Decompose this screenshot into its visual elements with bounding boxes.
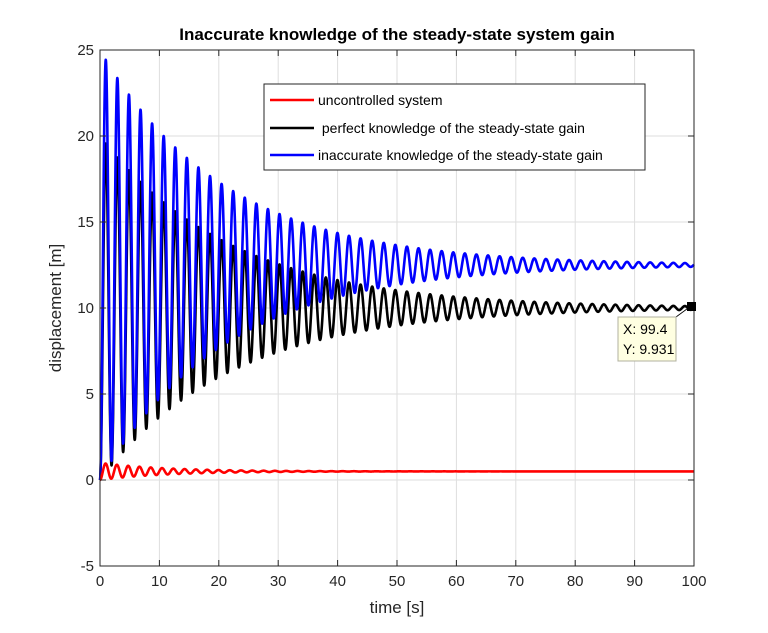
datatip-box <box>617 316 677 362</box>
legend[interactable]: uncontrolled system perfect knowledge of… <box>263 83 646 171</box>
x-tick-label: 60 <box>448 573 465 590</box>
y-tick-label: -5 <box>81 558 94 575</box>
datatip[interactable]: X: 99.4 Y: 9.931 <box>617 302 696 362</box>
chart-title: Inaccurate knowledge of the steady-state… <box>179 25 615 44</box>
y-tick-label: 20 <box>77 128 94 145</box>
legend-label-perfect: perfect knowledge of the steady-state ga… <box>318 120 585 136</box>
legend-label-uncontrolled: uncontrolled system <box>318 92 443 108</box>
x-tick-label: 50 <box>389 573 406 590</box>
x-tick-label: 0 <box>96 573 104 590</box>
x-axis-title: time [s] <box>370 598 425 617</box>
y-tick-label: 10 <box>77 300 94 317</box>
datatip-x-text: X: 99.4 <box>623 321 668 337</box>
legend-box <box>263 83 646 171</box>
y-axis-title: displacement [m] <box>46 244 65 373</box>
x-tick-label: 70 <box>507 573 524 590</box>
series-layer <box>98 58 696 482</box>
y-tick-label: 5 <box>86 386 94 403</box>
x-tick-label: 80 <box>567 573 584 590</box>
series-line-perfect <box>98 142 696 481</box>
series-line-uncontrolled <box>98 462 696 482</box>
x-tick-label: 90 <box>626 573 643 590</box>
y-tick-label: 0 <box>86 472 94 489</box>
y-tick-label: 15 <box>77 214 94 231</box>
x-tick-label: 20 <box>210 573 227 590</box>
legend-label-inaccurate: inaccurate knowledge of the steady-state… <box>318 147 603 163</box>
datatip-y-text: Y: 9.931 <box>623 341 675 357</box>
x-tick-label: 40 <box>329 573 346 590</box>
axis-ticks <box>99 49 695 567</box>
y-tick-label: 25 <box>77 42 94 59</box>
x-tick-label: 100 <box>681 573 706 590</box>
datatip-marker[interactable] <box>687 302 696 311</box>
series-line-inaccurate <box>98 58 696 481</box>
x-tick-label: 30 <box>270 573 287 590</box>
x-tick-label: 10 <box>151 573 168 590</box>
